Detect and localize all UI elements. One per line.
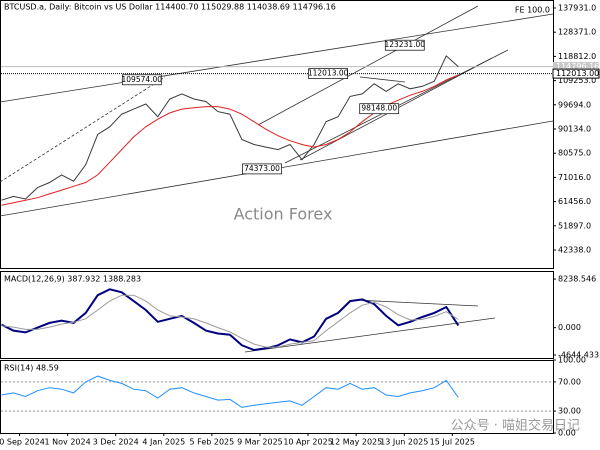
x-tick-label: 4 Jan 2025 [142,438,185,447]
price-marker-box [552,68,600,79]
x-tick-label: 1 Nov 2024 [45,438,91,447]
y-tick-label: 109253.0 [558,76,596,85]
y-tick-label: 71016.0 [558,173,591,182]
rsi-panel [0,360,554,434]
price-marker-box [553,62,599,72]
y-tick-label: 30.00 [558,407,581,416]
y-tick-label: 70.00 [558,377,581,386]
annotation-box [308,68,348,79]
y-tick-label: 42338.0 [558,246,591,255]
y-tick-label: 99694.0 [558,100,591,109]
chart-title: BTCUSD.a, Daily: Bitcoin vs US Dollar 11… [4,3,336,12]
y-tick-label: -4644.433 [558,351,599,360]
trend-line [354,299,479,307]
x-tick-label: 3 Dec 2024 [93,438,139,447]
annotation-label: 74373.00 [244,164,280,173]
x-tick-label: 12 May 2025 [330,438,382,447]
annotation-box [121,74,162,86]
x-tick-label: 15 Jul 2025 [430,438,475,447]
macd-panel [0,271,554,359]
fe-label: FE 100.0 [515,6,550,15]
series-line [1,294,459,348]
y-tick-label: 0.00 [558,429,576,438]
annotation-label: 109574.00 [122,75,163,84]
y-tick-label: 100.00 [558,356,586,365]
annotation-label: 98148.00 [361,104,397,113]
trend-line [0,76,166,183]
trend-line [0,13,554,103]
price-marker-label: 114796.16 [556,62,599,71]
x-tick-label: 30 Sep 2024 [0,438,45,447]
annotation-label: 123231.00 [384,40,425,49]
credit: 公众号 · 喵姐交易日记 [451,418,580,434]
y-tick-label: 61456.0 [558,197,591,206]
price-panel [0,0,554,269]
macd-title: MACD(12,26,9) 387.932 1388.283 [4,275,141,284]
y-tick-label: 118812.0 [558,52,596,61]
y-tick-label: 80575.0 [558,149,591,158]
x-tick-label: 10 Apr 2025 [283,438,332,447]
y-tick-label: 51897.0 [558,221,591,230]
x-tick-label: 13 Jun 2025 [380,438,428,447]
y-tick-label: 128371.0 [558,28,596,37]
y-tick-label: 90134.0 [558,125,591,134]
annotation-box [359,103,400,115]
trend-line [257,5,479,126]
series-line [1,288,460,352]
annotation-box [384,39,425,51]
annotation-box [242,163,282,175]
trend-line [244,317,496,353]
x-tick-label: 9 Mar 2025 [237,438,283,447]
series-line [1,375,459,408]
y-tick-label: 137931.0 [558,3,596,12]
x-tick-label: 5 Feb 2025 [190,438,235,447]
y-tick-label: 8238.546 [558,275,596,284]
annotation-label: 112013.00 [308,69,349,78]
series-line [1,55,459,201]
watermark: Action Forex [234,205,333,224]
price-marker-label: 112013.00 [556,69,599,78]
y-tick-label: 0.000 [558,323,581,332]
rsi-title: RSI(14) 48.59 [4,364,59,373]
trend-line [359,76,406,83]
